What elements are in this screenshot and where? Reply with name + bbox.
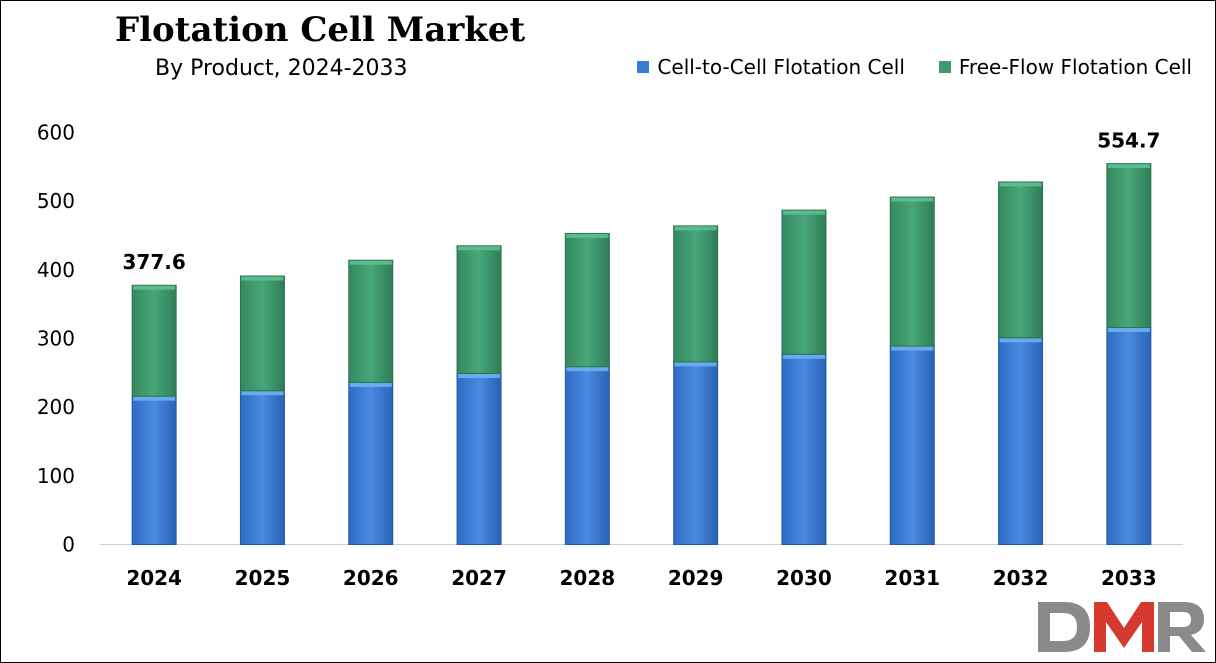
bar-cell-to-cell-2025 bbox=[239, 390, 285, 546]
bar-cap-free-flow-2025 bbox=[241, 276, 284, 281]
chart-title: Flotation Cell Market bbox=[115, 10, 526, 50]
bar-cell-to-cell-2033 bbox=[1106, 327, 1152, 545]
bar-free-flow-2033 bbox=[1106, 163, 1152, 329]
bar-cap-cell-to-cell-2033 bbox=[1107, 328, 1150, 333]
legend-item-cell-to-cell: Cell-to-Cell Flotation Cell bbox=[637, 55, 905, 79]
bar-cap-free-flow-2029 bbox=[674, 226, 717, 231]
bar-cap-cell-to-cell-2029 bbox=[674, 362, 717, 367]
bar-cell-to-cell-2028 bbox=[564, 366, 610, 545]
bar-cap-cell-to-cell-2030 bbox=[782, 354, 825, 359]
legend-label-free-flow: Free-Flow Flotation Cell bbox=[958, 55, 1192, 79]
x-tick-label: 2030 bbox=[776, 566, 832, 590]
x-tick-label: 2025 bbox=[235, 566, 291, 590]
bar-cell-to-cell-2031 bbox=[889, 345, 935, 546]
bar-free-flow-2031 bbox=[889, 196, 935, 347]
y-tick-label: 300 bbox=[37, 327, 75, 351]
bar-free-flow-2030 bbox=[781, 209, 827, 355]
dmr-logo bbox=[1038, 602, 1206, 652]
y-tick-label: 500 bbox=[37, 189, 75, 213]
legend-label-cell-to-cell: Cell-to-Cell Flotation Cell bbox=[657, 55, 905, 79]
x-tick-label: 2027 bbox=[451, 566, 507, 590]
y-tick-label: 200 bbox=[37, 395, 75, 419]
bar-cell-to-cell-2024 bbox=[131, 395, 177, 545]
chart-legend: Cell-to-Cell Flotation Cell Free-Flow Fl… bbox=[637, 55, 1192, 79]
bar-cap-free-flow-2032 bbox=[999, 182, 1042, 187]
total-data-label: 554.7 bbox=[1097, 129, 1160, 153]
bar-cell-to-cell-2032 bbox=[998, 337, 1044, 545]
bar-free-flow-2028 bbox=[564, 232, 610, 368]
bar-free-flow-2024 bbox=[131, 284, 177, 397]
bar-cap-cell-to-cell-2028 bbox=[566, 367, 609, 372]
bar-cap-cell-to-cell-2026 bbox=[349, 382, 392, 387]
x-tick-label: 2033 bbox=[1101, 566, 1157, 590]
total-data-label: 377.6 bbox=[123, 250, 186, 274]
bar-cap-cell-to-cell-2025 bbox=[241, 391, 284, 396]
bar-cell-to-cell-2029 bbox=[673, 361, 719, 546]
bar-free-flow-2025 bbox=[239, 275, 285, 392]
legend-item-free-flow: Free-Flow Flotation Cell bbox=[938, 55, 1192, 79]
bar-cap-cell-to-cell-2031 bbox=[891, 346, 934, 351]
bar-cap-free-flow-2027 bbox=[458, 246, 501, 251]
bar-cap-free-flow-2030 bbox=[782, 210, 825, 215]
bar-free-flow-2027 bbox=[456, 245, 502, 375]
bar-cap-cell-to-cell-2032 bbox=[999, 338, 1042, 343]
x-tick-label: 2031 bbox=[884, 566, 940, 590]
bar-cap-free-flow-2026 bbox=[349, 260, 392, 265]
bar-free-flow-2026 bbox=[348, 259, 394, 383]
y-tick-label: 100 bbox=[37, 464, 75, 488]
bar-cell-to-cell-2027 bbox=[456, 373, 502, 545]
y-tick-label: 600 bbox=[37, 121, 75, 145]
bar-cap-free-flow-2024 bbox=[133, 285, 176, 290]
chart-subtitle: By Product, 2024-2033 bbox=[155, 56, 408, 81]
x-tick-label: 2028 bbox=[560, 566, 616, 590]
bar-free-flow-2029 bbox=[673, 225, 719, 363]
x-tick-label: 2024 bbox=[126, 566, 182, 590]
x-tick-label: 2029 bbox=[668, 566, 724, 590]
x-tick-label: 2032 bbox=[993, 566, 1049, 590]
bar-cap-cell-to-cell-2027 bbox=[458, 374, 501, 379]
bar-free-flow-2032 bbox=[998, 181, 1044, 339]
x-tick-label: 2026 bbox=[343, 566, 399, 590]
bar-cell-to-cell-2026 bbox=[348, 381, 394, 545]
legend-swatch-free-flow bbox=[938, 61, 951, 73]
bar-cap-free-flow-2031 bbox=[891, 197, 934, 202]
bar-cap-free-flow-2033 bbox=[1107, 164, 1150, 169]
legend-swatch-cell-to-cell bbox=[637, 61, 650, 73]
y-tick-label: 400 bbox=[37, 258, 75, 282]
bar-cap-cell-to-cell-2024 bbox=[133, 396, 176, 401]
y-tick-label: 0 bbox=[62, 533, 75, 557]
bar-cap-free-flow-2028 bbox=[566, 233, 609, 238]
bar-cell-to-cell-2030 bbox=[781, 353, 827, 545]
